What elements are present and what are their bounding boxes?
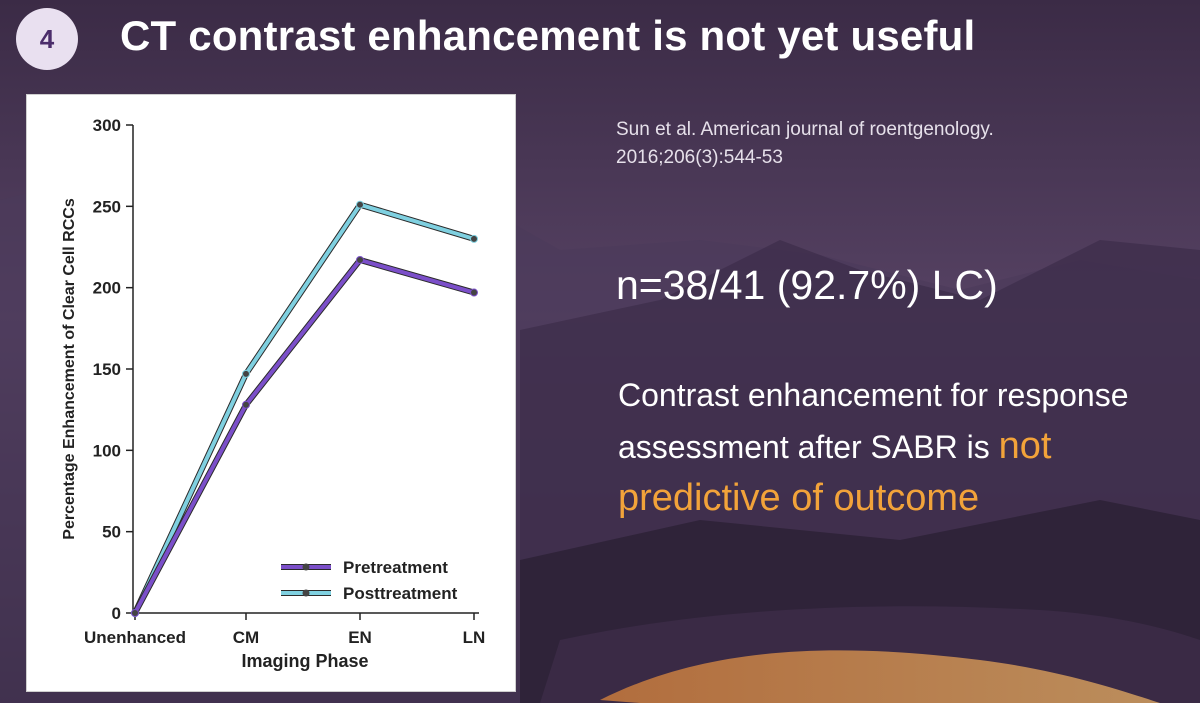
legend-marker bbox=[302, 563, 310, 571]
y-tick-label: 0 bbox=[112, 604, 121, 623]
chart-axes bbox=[132, 125, 479, 614]
citation-line-1: Sun et al. American journal of roentgeno… bbox=[616, 119, 994, 140]
series-line-posttreatment bbox=[133, 202, 475, 614]
line-chart: 0 50 100 150 200 250 300 Unenhanced CM EN LN Pret… bbox=[61, 116, 485, 671]
citation-line-2: 2016;206(3):544-53 bbox=[616, 147, 783, 168]
key-message-text: Contrast enhancement for response assess… bbox=[618, 377, 1129, 465]
x-tick-label: LN bbox=[463, 628, 486, 647]
legend-marker bbox=[302, 589, 310, 597]
y-tick-label: 150 bbox=[93, 360, 121, 379]
chart-legend: Pretreatment Posttreatment bbox=[281, 558, 458, 603]
key-message-highlight-not: not bbox=[998, 425, 1052, 467]
x-axis-label: Imaging Phase bbox=[241, 651, 368, 671]
data-point-posttreatment bbox=[356, 200, 364, 209]
x-tick-label: CM bbox=[233, 628, 259, 647]
series-line-pretreatment bbox=[133, 258, 475, 614]
data-point-pretreatment bbox=[356, 256, 364, 265]
chart-panel: 0 50 100 150 200 250 300 Unenhanced CM EN LN Pret… bbox=[26, 94, 516, 692]
x-tick-label: Unenhanced bbox=[84, 628, 186, 647]
data-point-posttreatment bbox=[470, 234, 478, 243]
slide-number-badge: 4 bbox=[16, 8, 78, 70]
key-message-highlight-outcome: predictive of outcome bbox=[618, 477, 980, 519]
key-message: Contrast enhancement for response assess… bbox=[618, 370, 1198, 525]
data-point-posttreatment bbox=[242, 369, 250, 378]
y-tick-label: 200 bbox=[93, 279, 121, 298]
x-tick-label: EN bbox=[348, 628, 372, 647]
legend-label-posttreatment: Posttreatment bbox=[343, 584, 458, 603]
y-tick-label: 50 bbox=[102, 523, 121, 542]
x-ticks: Unenhanced CM EN LN bbox=[84, 613, 485, 647]
y-tick-label: 300 bbox=[93, 116, 121, 135]
data-point-pretreatment bbox=[242, 400, 250, 409]
series-outline bbox=[132, 201, 475, 615]
data-point-pretreatment bbox=[470, 288, 478, 297]
y-ticks: 0 50 100 150 200 250 300 bbox=[93, 116, 133, 623]
local-control-stat: n=38/41 (92.7%) LC) bbox=[616, 262, 998, 308]
series-lines bbox=[131, 200, 478, 617]
data-point-pretreatment bbox=[131, 609, 139, 617]
y-tick-label: 250 bbox=[93, 197, 121, 216]
slide-title: CT contrast enhancement is not yet usefu… bbox=[120, 12, 976, 59]
y-tick-label: 100 bbox=[93, 441, 121, 460]
legend-label-pretreatment: Pretreatment bbox=[343, 558, 448, 577]
y-axis-label: Percentage Enhancement of Clear Cell RCC… bbox=[61, 198, 78, 540]
citation: Sun et al. American journal of roentgeno… bbox=[616, 116, 994, 172]
